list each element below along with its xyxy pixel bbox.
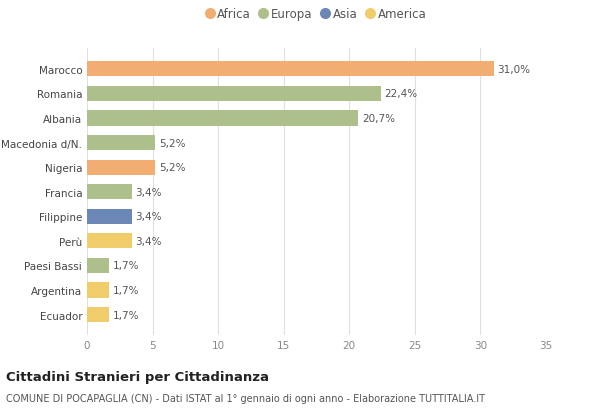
Text: COMUNE DI POCAPAGLIA (CN) - Dati ISTAT al 1° gennaio di ogni anno - Elaborazione: COMUNE DI POCAPAGLIA (CN) - Dati ISTAT a… — [6, 393, 485, 403]
Text: 5,2%: 5,2% — [159, 138, 185, 148]
Bar — [87, 62, 494, 77]
Bar — [87, 283, 109, 298]
Text: 20,7%: 20,7% — [362, 114, 395, 124]
Bar — [87, 184, 131, 200]
Legend: Africa, Europa, Asia, America: Africa, Europa, Asia, America — [202, 3, 431, 26]
Text: 5,2%: 5,2% — [159, 163, 185, 173]
Text: 31,0%: 31,0% — [497, 65, 530, 75]
Bar — [87, 307, 109, 322]
Text: 3,4%: 3,4% — [136, 187, 162, 197]
Bar — [87, 160, 155, 175]
Bar — [87, 111, 358, 126]
Text: 3,4%: 3,4% — [136, 236, 162, 246]
Text: Cittadini Stranieri per Cittadinanza: Cittadini Stranieri per Cittadinanza — [6, 370, 269, 383]
Bar — [87, 258, 109, 273]
Text: 1,7%: 1,7% — [113, 310, 140, 320]
Bar — [87, 234, 131, 249]
Bar — [87, 87, 381, 102]
Bar — [87, 136, 155, 151]
Text: 1,7%: 1,7% — [113, 261, 140, 271]
Text: 22,4%: 22,4% — [385, 89, 418, 99]
Text: 3,4%: 3,4% — [136, 212, 162, 222]
Text: 1,7%: 1,7% — [113, 285, 140, 295]
Bar — [87, 209, 131, 224]
